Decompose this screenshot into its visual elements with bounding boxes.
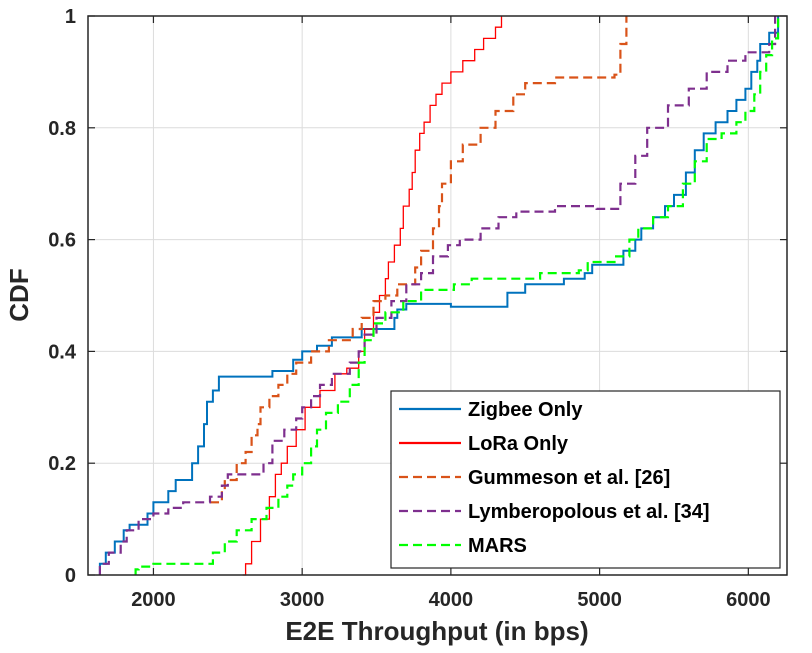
legend-label-2: Gummeson et al. [26] bbox=[468, 467, 670, 489]
series-line-4 bbox=[134, 16, 780, 575]
series-line-3 bbox=[98, 16, 777, 575]
x-tick-label: 5000 bbox=[577, 589, 622, 611]
series-line-2 bbox=[210, 16, 628, 504]
series-line-1 bbox=[242, 16, 503, 576]
series-line-0 bbox=[98, 16, 780, 575]
legend-label-4: MARS bbox=[468, 535, 527, 557]
ticks: 2000 3000 4000 5000 6000 0 0.2 0.4 0.6 0.8 1 bbox=[48, 6, 787, 611]
x-tick-label: 6000 bbox=[726, 589, 771, 611]
legend-label-3: Lymberopolous et al. [34] bbox=[468, 501, 710, 523]
legend: Zigbee Only LoRa Only Gummeson et al. [26]… bbox=[390, 390, 781, 569]
legend-label-0: Zigbee Only bbox=[468, 399, 583, 421]
x-tick-label: 4000 bbox=[429, 589, 474, 611]
y-tick-label: 0.8 bbox=[48, 118, 76, 140]
y-tick-label: 0 bbox=[65, 565, 76, 587]
x-tick-label: 2000 bbox=[131, 589, 176, 611]
y-tick-label: 0.4 bbox=[48, 341, 77, 363]
x-axis-label: E2E Throughput (in bps) bbox=[285, 616, 588, 646]
legend-box bbox=[390, 390, 781, 569]
series-layer bbox=[98, 16, 780, 576]
x-tick-label: 3000 bbox=[280, 589, 325, 611]
legend-label-1: LoRa Only bbox=[468, 433, 569, 455]
y-tick-label: 0.2 bbox=[48, 453, 76, 475]
plot-frame bbox=[87, 15, 788, 576]
y-tick-label: 0.6 bbox=[48, 230, 76, 252]
y-tick-label: 1 bbox=[65, 6, 76, 28]
y-axis-label: CDF bbox=[4, 268, 34, 321]
